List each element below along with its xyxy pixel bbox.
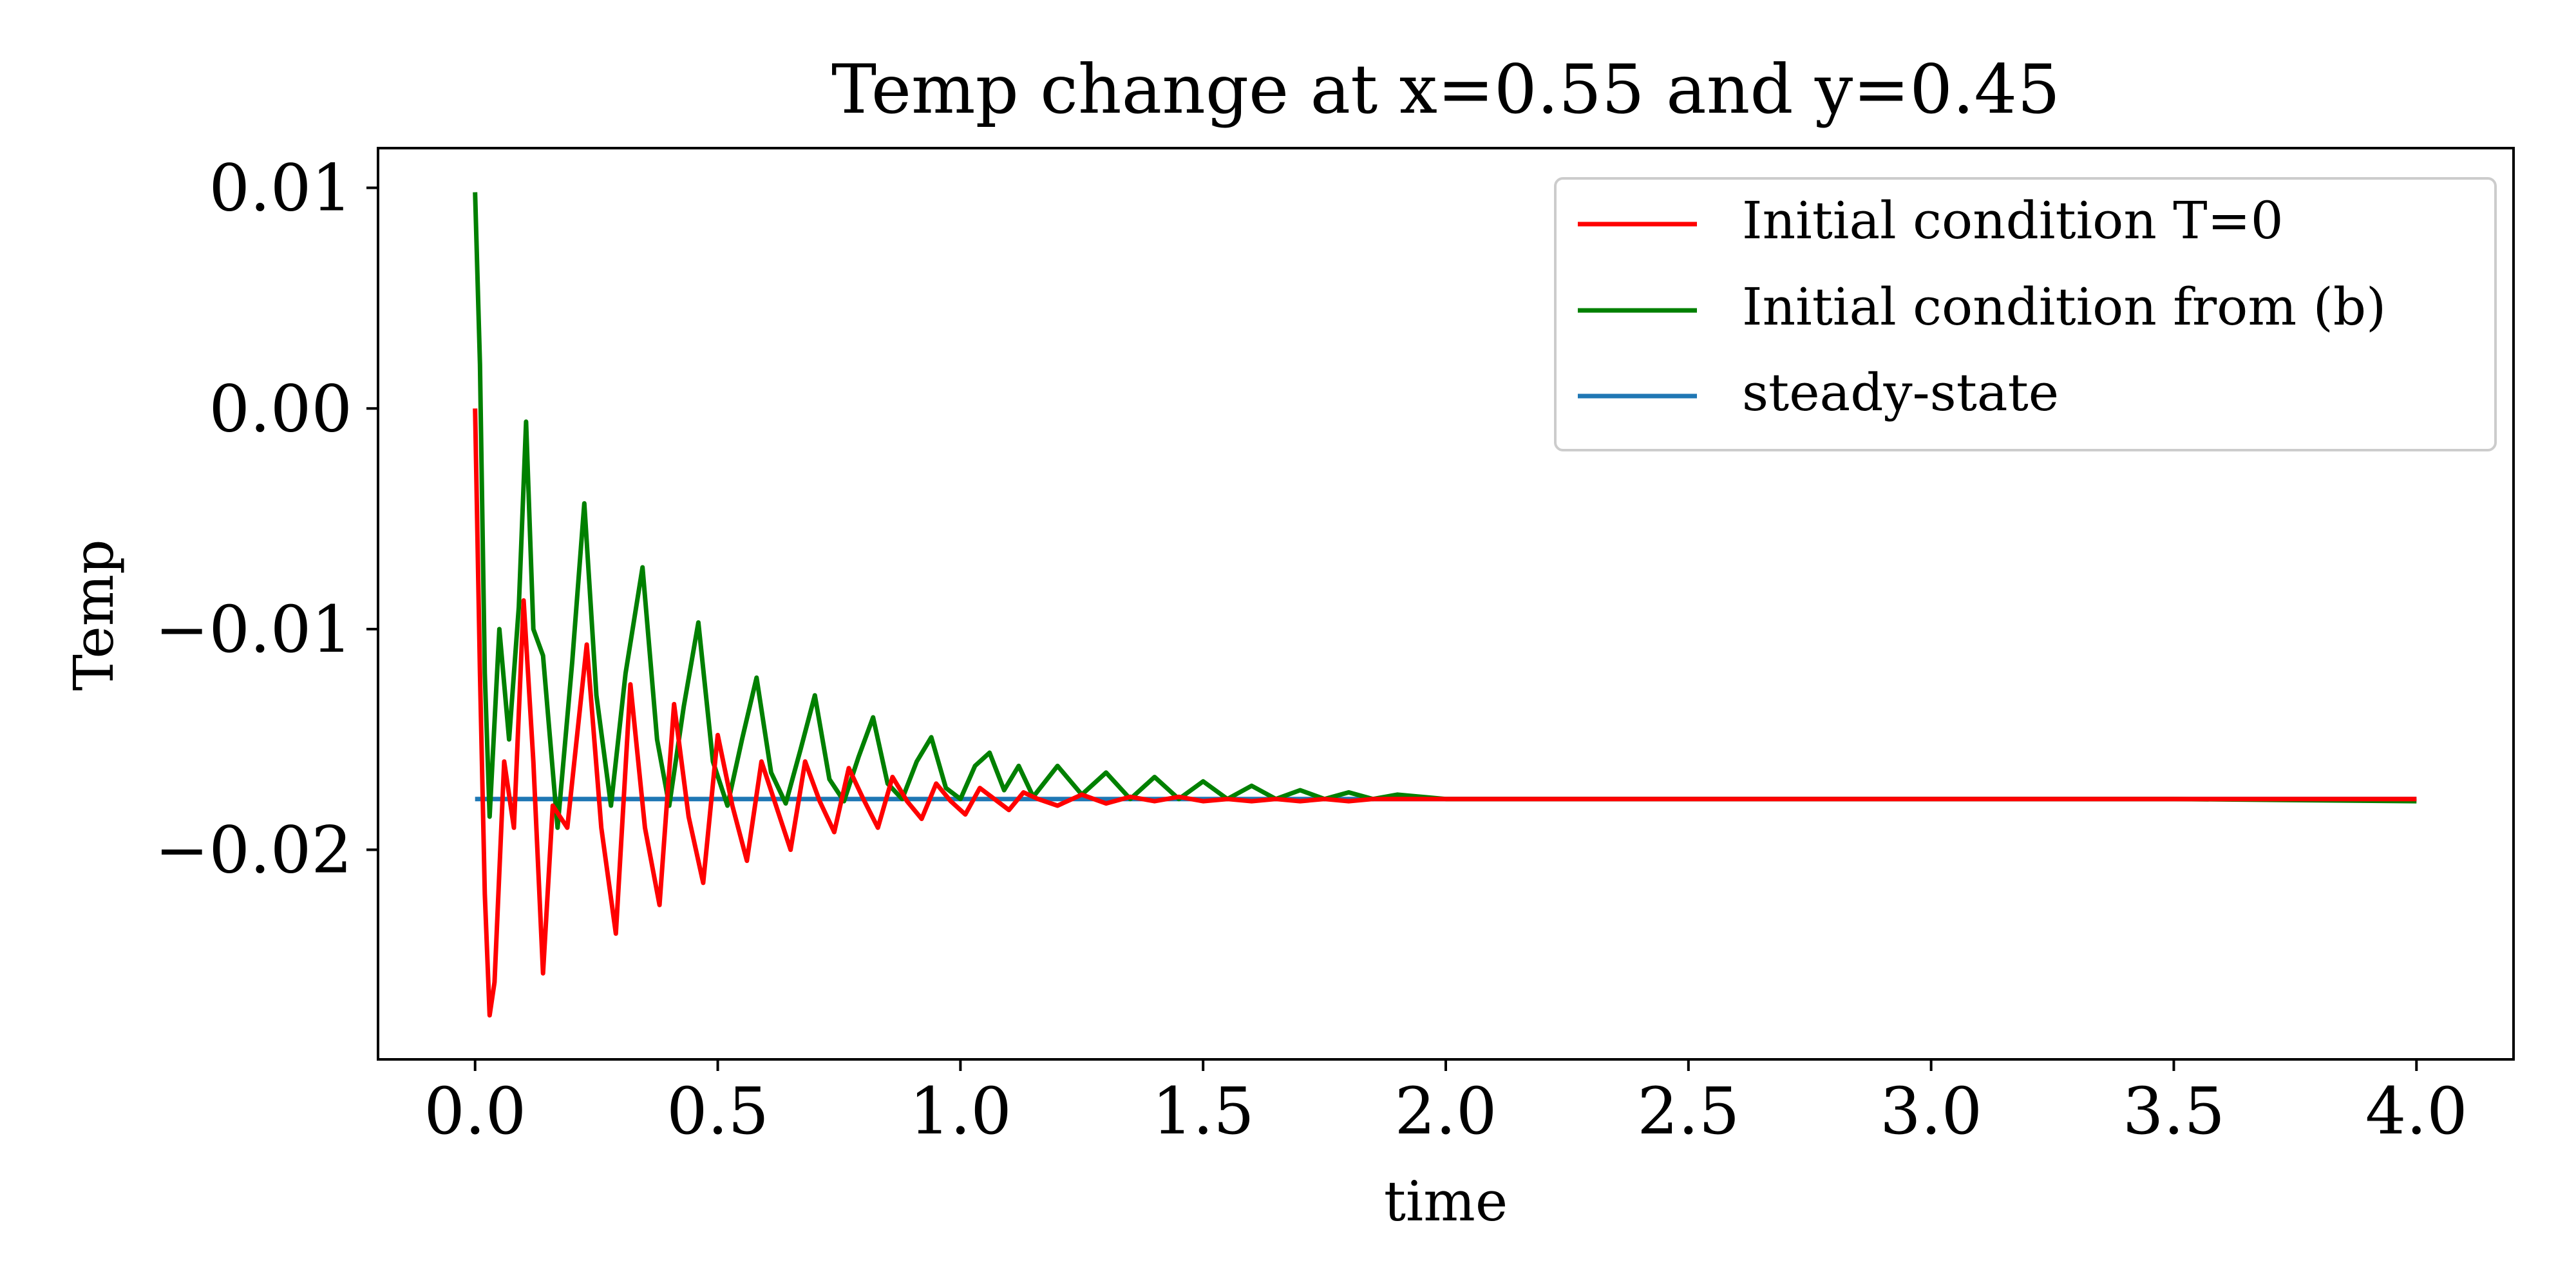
legend-box [1554,177,2497,451]
x-tick-label: 1.5 [1152,1074,1255,1149]
x-tick-label: 4.0 [2365,1074,2468,1149]
y-axis: 0.01 0.00 −0.01 −0.02 [155,151,378,888]
legend-label-series-1: Initial condition T=0 [1742,191,2284,251]
y-tick-label: −0.02 [155,813,352,888]
series-layer [473,192,2417,1018]
legend: Initial condition T=0 Initial condition … [1554,177,2497,451]
legend-label-series-3: steady-state [1742,363,2059,422]
x-tick-label: 2.0 [1394,1074,1497,1149]
series-line-initial-condition-t-0 [473,408,2417,1018]
y-tick-label: −0.01 [155,592,352,667]
x-tick-label: 3.0 [1880,1074,1982,1149]
x-axis-label: time [1384,1170,1508,1234]
legend-label-series-2: Initial condition from (b) [1742,277,2386,337]
y-tick-label: 0.01 [209,151,352,226]
y-axis-label: Temp [62,539,126,690]
chart-title: Temp change at x=0.55 and y=0.45 [831,50,2060,129]
x-tick-label: 1.0 [909,1074,1012,1149]
y-tick-label: 0.00 [209,371,352,446]
x-tick-label: 0.0 [424,1074,526,1149]
x-tick-label: 2.5 [1637,1074,1739,1149]
x-tick-label: 0.5 [667,1074,769,1149]
x-tick-label: 3.5 [2123,1074,2225,1149]
plot-frame [377,147,2515,1061]
series-line-initial-condition-from-b [473,192,2417,830]
x-axis: 0.0 0.5 1.0 1.5 2.0 2.5 3.0 3.5 4.0 [424,1059,2468,1149]
